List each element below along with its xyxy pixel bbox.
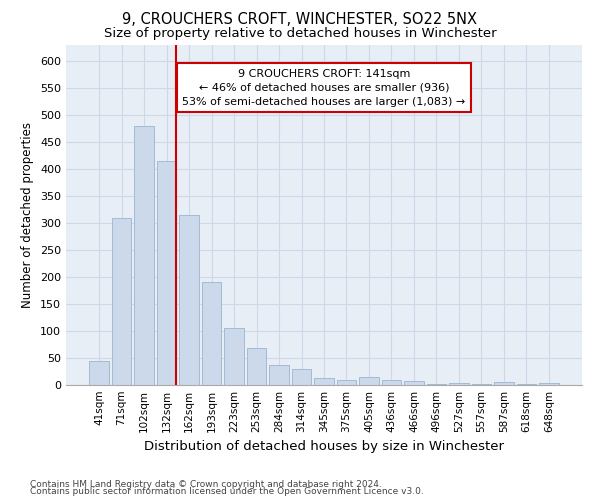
Bar xyxy=(382,380,401,385)
Bar xyxy=(427,384,446,385)
Text: 9, CROUCHERS CROFT, WINCHESTER, SO22 5NX: 9, CROUCHERS CROFT, WINCHESTER, SO22 5NX xyxy=(122,12,478,28)
Bar xyxy=(157,161,176,385)
Bar xyxy=(314,378,334,385)
Bar xyxy=(337,380,356,385)
Text: Size of property relative to detached houses in Winchester: Size of property relative to detached ho… xyxy=(104,28,496,40)
Text: 9 CROUCHERS CROFT: 141sqm
← 46% of detached houses are smaller (936)
53% of semi: 9 CROUCHERS CROFT: 141sqm ← 46% of detac… xyxy=(182,69,466,107)
Bar xyxy=(292,370,311,385)
Bar xyxy=(517,384,536,385)
Bar xyxy=(89,360,109,385)
Bar xyxy=(539,383,559,385)
Bar xyxy=(247,348,266,385)
Bar xyxy=(449,383,469,385)
Bar xyxy=(359,378,379,385)
Bar xyxy=(134,126,154,385)
X-axis label: Distribution of detached houses by size in Winchester: Distribution of detached houses by size … xyxy=(144,440,504,454)
Bar xyxy=(224,328,244,385)
Bar xyxy=(179,215,199,385)
Bar xyxy=(202,282,221,385)
Y-axis label: Number of detached properties: Number of detached properties xyxy=(22,122,34,308)
Bar xyxy=(494,382,514,385)
Bar xyxy=(404,381,424,385)
Bar xyxy=(269,365,289,385)
Bar xyxy=(472,384,491,385)
Bar xyxy=(112,218,131,385)
Text: Contains public sector information licensed under the Open Government Licence v3: Contains public sector information licen… xyxy=(30,488,424,496)
Text: Contains HM Land Registry data © Crown copyright and database right 2024.: Contains HM Land Registry data © Crown c… xyxy=(30,480,382,489)
